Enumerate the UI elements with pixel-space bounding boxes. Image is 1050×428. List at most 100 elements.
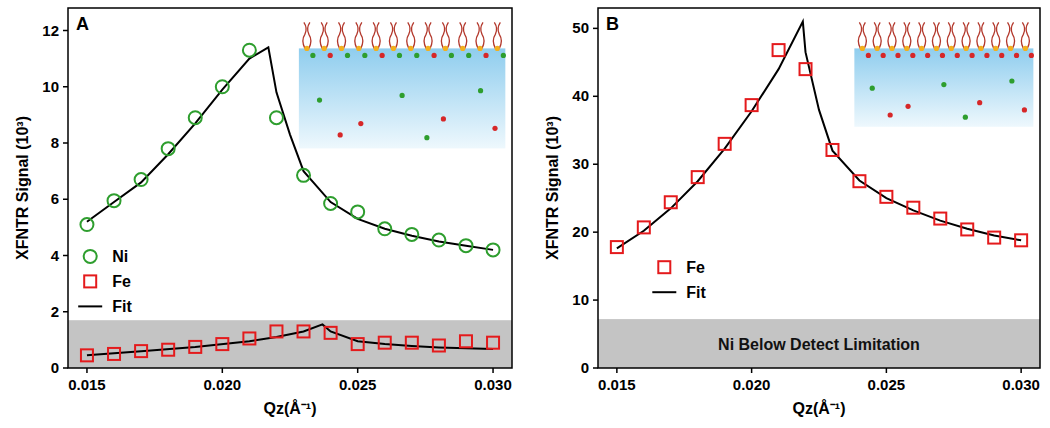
inset-chain [873,22,881,48]
x-tick-label: 0.020 [204,376,242,393]
inset-ion [925,53,930,58]
inset-head [875,46,880,51]
inset-head [356,46,361,51]
inset-ion [492,126,497,131]
inset-head [495,46,500,51]
data-point [216,338,228,350]
inset-chain [932,22,940,48]
inset-head [374,46,379,51]
y-tick [63,142,68,144]
y-tick [593,299,598,301]
y-tick [63,311,68,313]
detection-band [598,319,1040,368]
panel: Ni Below Detect Limitation010203040500.0… [544,8,1041,417]
inset-ion [940,53,945,58]
data-point [378,222,391,235]
inset-ion [483,53,488,58]
inset [854,22,1034,126]
x-tick-label: 0.020 [733,376,771,393]
inset-ion [941,82,946,87]
y-tick-label: 12 [42,22,59,39]
data-point [487,243,500,256]
inset-ion [424,135,429,140]
inset-head [978,46,983,51]
data-point [934,213,946,225]
legend-label: Fe [112,273,131,290]
data-point [406,337,418,349]
inset-ion [1009,78,1014,83]
inset-chain [888,22,896,48]
inset-head [993,46,998,51]
inset-chain [424,22,432,48]
data-point [135,173,148,186]
data-point [162,142,175,155]
x-axis-title: Qz(Å⁻¹) [264,399,317,417]
inset-ion [431,53,436,58]
inset-ion [870,86,875,91]
data-point [270,111,283,124]
inset-head [322,46,327,51]
inset-head [934,46,939,51]
inset-ion [895,53,900,58]
legend-swatch [84,250,97,263]
inset-chain [320,22,328,48]
inset-ion [362,53,367,58]
legend-label: Fit [112,298,132,315]
inset-chain [977,22,985,48]
inset-chain [459,22,467,48]
inset-head [339,46,344,51]
inset-head [1023,46,1028,51]
data-point [216,80,229,93]
inset-head [889,46,894,51]
y-tick-label: 30 [572,155,589,172]
data-point [325,327,337,339]
inset-head [304,46,309,51]
inset-head [904,46,909,51]
x-tick-label: 0.025 [868,376,906,393]
legend-swatch [84,275,96,287]
data-point [405,228,418,241]
y-tick [593,367,598,369]
y-axis-title: XFNTR Signal (10³) [544,116,561,260]
data-point [243,332,255,344]
inset-head [443,46,448,51]
y-tick-label: 0 [51,359,59,376]
inset-water [854,48,1033,126]
legend: FeFit [652,259,706,301]
data-point [459,239,472,252]
inset-ion [358,121,363,126]
inset-chain [389,22,397,48]
inset-head [425,46,430,51]
inset-ion [955,53,960,58]
data-point [432,234,445,247]
data-point [270,325,282,337]
inset-ion [1022,107,1027,112]
y-tick [593,28,598,30]
y-tick [63,255,68,257]
inset-head [860,46,865,51]
data-point [692,171,704,183]
inset-chain [355,22,363,48]
inset-ion [910,53,915,58]
inset-chain [493,22,501,48]
inset-ion [414,53,419,58]
inset-ion [977,100,982,105]
data-point [460,335,472,347]
inset-ion [881,53,886,58]
data-point [297,169,310,182]
data-point [826,144,838,156]
inset-head [460,46,465,51]
x-tick [492,368,494,373]
plot-frame [598,8,1040,368]
data-point [80,218,93,231]
plot-area [68,44,512,368]
data-point [81,349,93,361]
data-point [162,344,174,356]
inset-ion [397,53,402,58]
inset-ion [310,53,315,58]
x-tick [886,368,888,373]
panel: 0246810120.0150.0200.0250.030Qz(Å⁻¹)XFNT… [14,8,513,417]
inset-ion [338,132,343,137]
inset-chain [947,22,955,48]
legend-label: Fe [686,259,705,276]
